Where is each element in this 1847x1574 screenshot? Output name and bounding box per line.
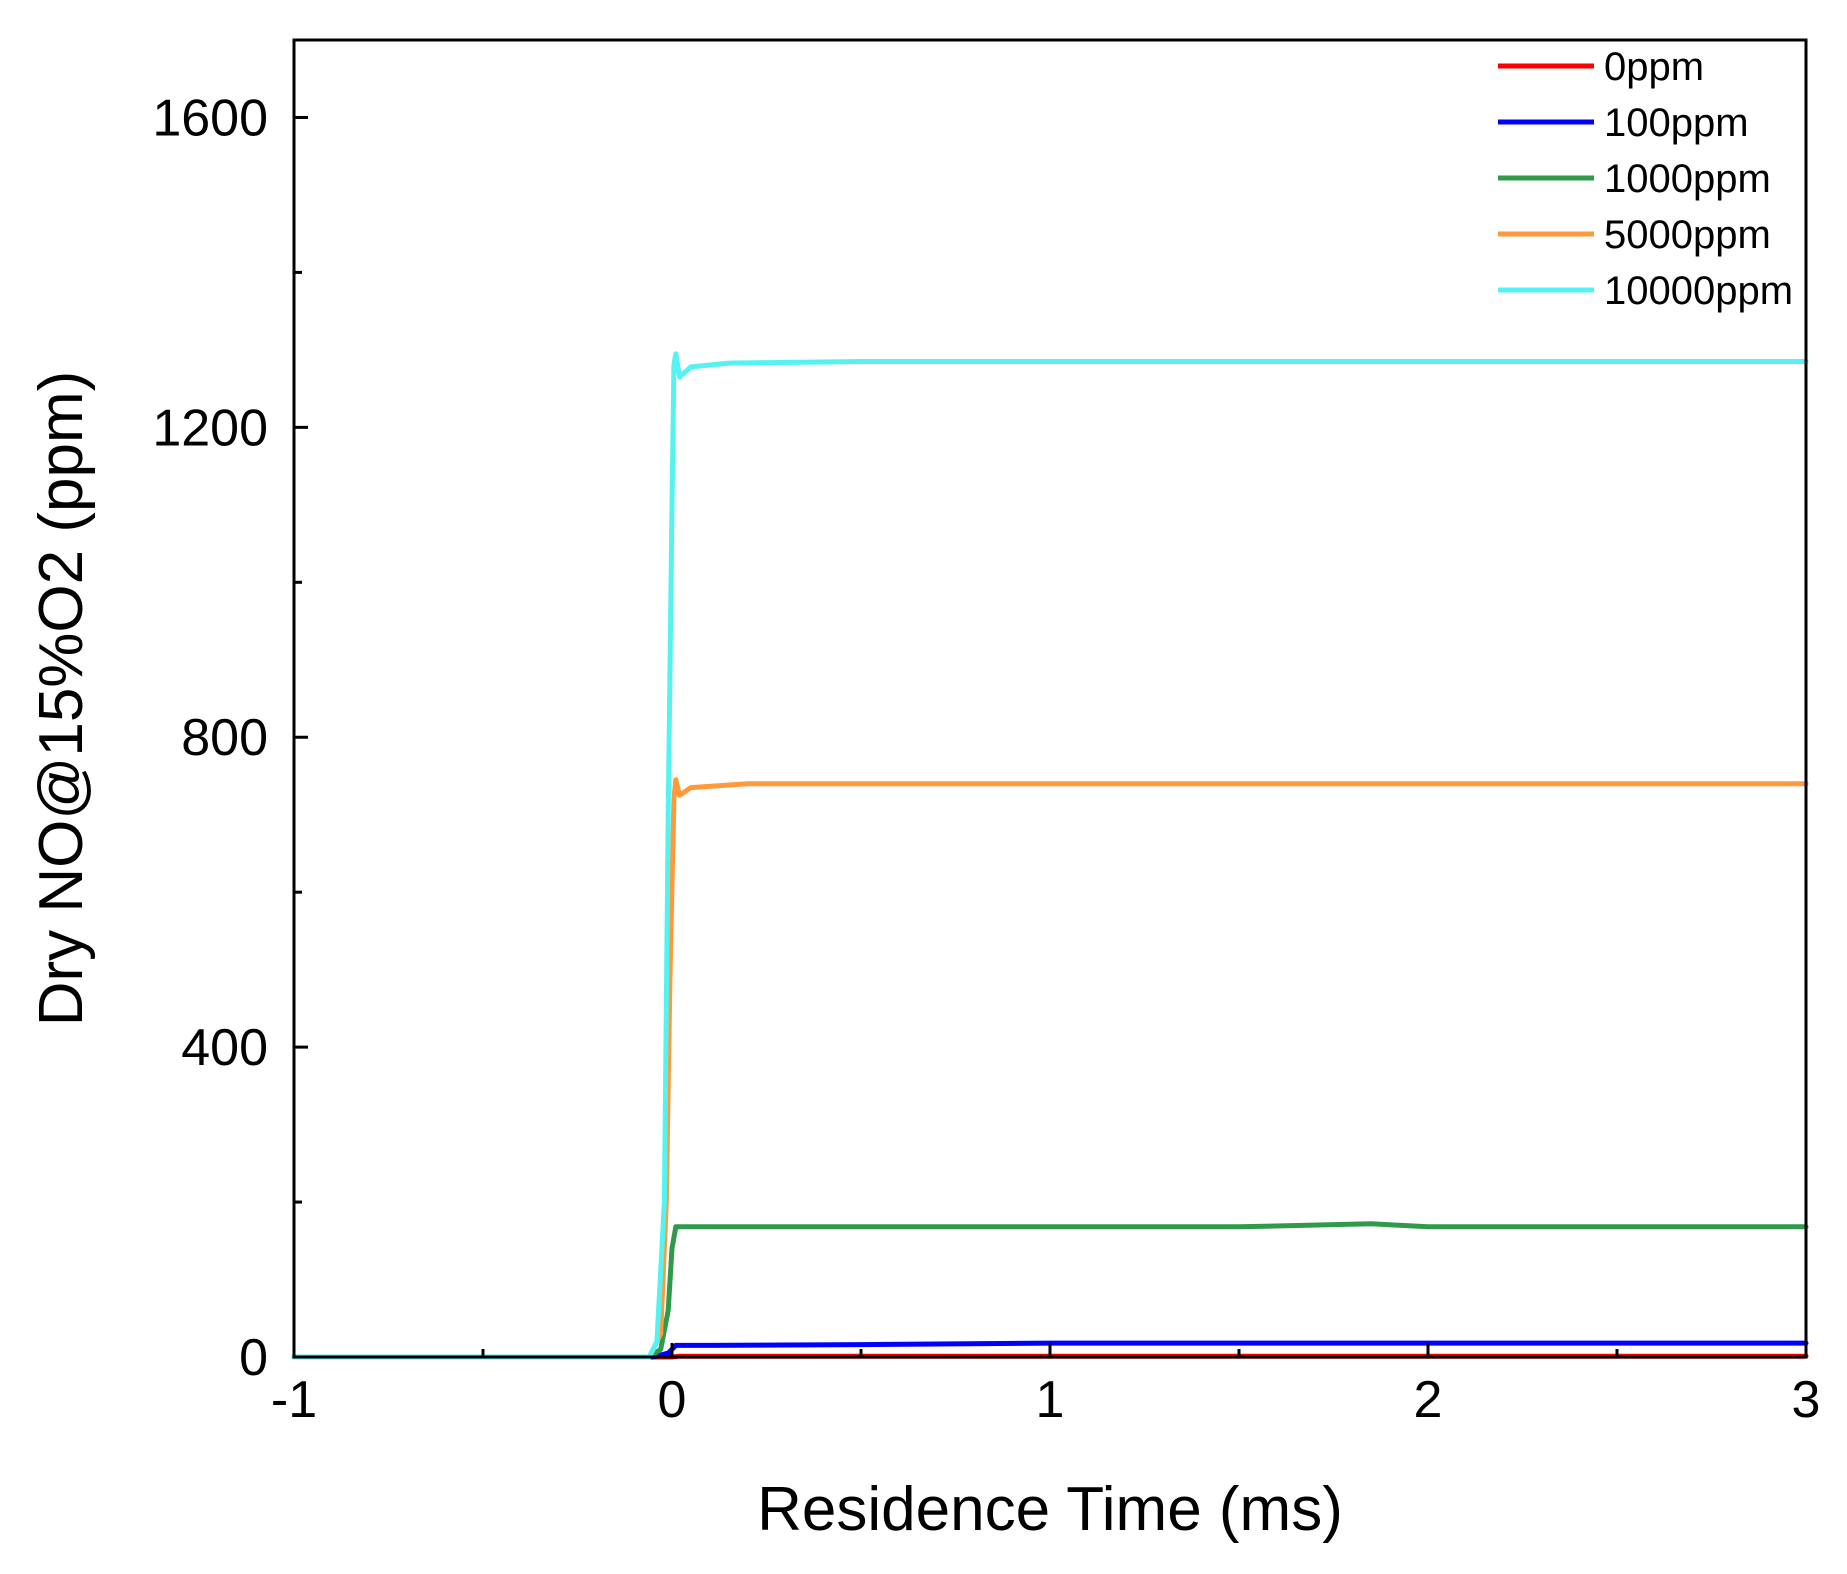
legend-label-1000ppm: 1000ppm — [1604, 157, 1771, 201]
y-axis-title: Dry NO@15%O2 (ppm) — [27, 371, 96, 1027]
x-tick-label: 2 — [1414, 1371, 1443, 1429]
y-tick-label: 1600 — [152, 89, 268, 147]
y-tick-label: 400 — [181, 1019, 268, 1077]
series-line-10000ppm — [291, 351, 1809, 1360]
y-tick-label: 0 — [239, 1329, 268, 1387]
y-tick-label: 800 — [181, 709, 268, 767]
x-tick-label: 1 — [1036, 1371, 1065, 1429]
series-layer — [291, 351, 1809, 1360]
legend-label-100ppm: 100ppm — [1604, 101, 1749, 145]
x-axis-title: Residence Time (ms) — [757, 1475, 1343, 1544]
legend-label-0ppm: 0ppm — [1604, 45, 1704, 89]
x-tick-label: 0 — [658, 1371, 687, 1429]
legend-label-10000ppm: 10000ppm — [1604, 269, 1793, 313]
series-line-1000ppm — [291, 1221, 1809, 1360]
legend: 0ppm 100ppm 1000ppm 5000ppm 10000ppm — [1498, 45, 1793, 313]
series-line-5000ppm — [291, 777, 1809, 1360]
x-tick-label: 3 — [1792, 1371, 1821, 1429]
x-tick-label: -1 — [271, 1371, 317, 1429]
plot-frame — [292, 38, 1808, 1359]
legend-label-5000ppm: 5000ppm — [1604, 213, 1771, 257]
y-tick-label: 1200 — [152, 399, 268, 457]
